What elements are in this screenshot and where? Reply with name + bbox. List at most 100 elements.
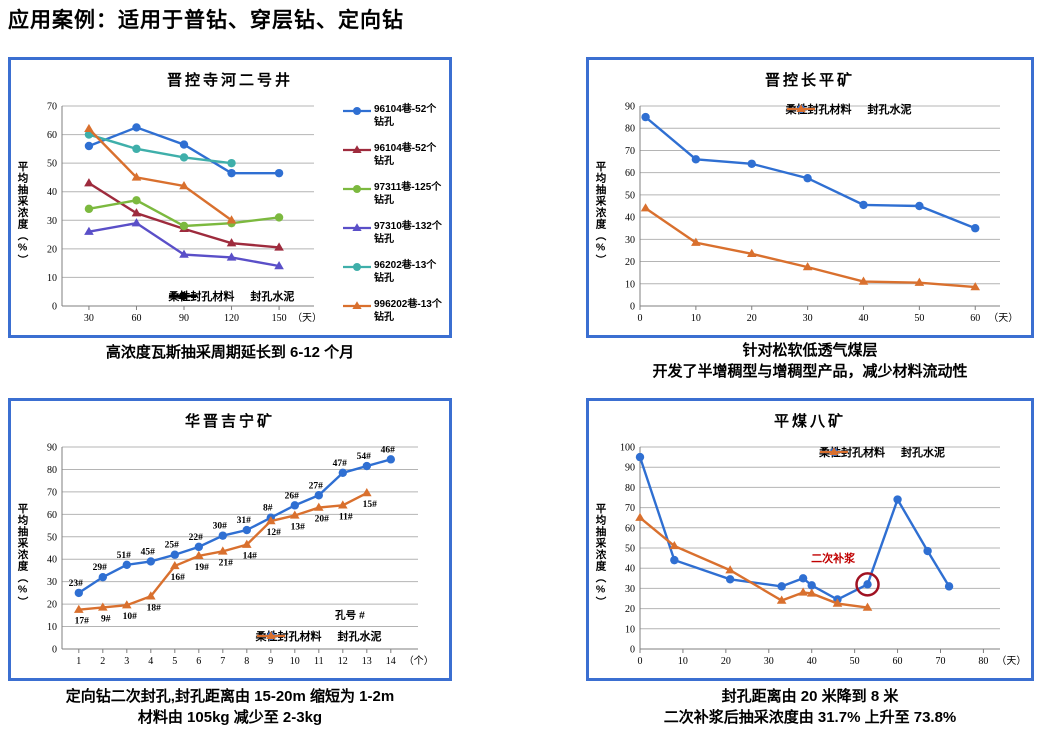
svg-text:40: 40 — [858, 313, 868, 324]
data-point-triangle — [84, 123, 94, 133]
data-point-circle — [641, 112, 650, 122]
data-point-triangle — [84, 226, 94, 235]
series-1: 17# 9# 10# 18# 16# 19# 21# 14# 12# 13# 20# 11# 15# — [74, 488, 377, 627]
data-point-circle — [84, 141, 94, 151]
triangle-marker-swatch-icon — [786, 103, 815, 112]
svg-text:22#: 22# — [189, 533, 204, 543]
svg-text:12: 12 — [338, 656, 348, 667]
svg-text:100: 100 — [620, 443, 635, 454]
legend-label: 封孔水泥 — [250, 290, 295, 303]
data-point-triangle — [776, 595, 787, 604]
svg-text:90: 90 — [625, 102, 635, 113]
svg-text:30: 30 — [625, 584, 635, 595]
data-point-triangle — [806, 588, 817, 597]
panel-pingmei-no8-mine: 平煤八矿 平均抽采浓度（%） 0 10 20 30 40 50 60 70 80 90 100 0 10… — [586, 398, 1034, 681]
caption-pingmei: 封孔距离由 20 米降到 8 米 二次补浆后抽采浓度由 31.7% 上升至 73… — [586, 686, 1034, 728]
data-point-circle — [314, 491, 323, 500]
data-point-triangle — [179, 181, 189, 190]
legend-item: 封孔水泥 — [256, 628, 382, 644]
svg-text:80: 80 — [625, 483, 635, 494]
series-1 — [640, 203, 981, 291]
svg-text:10#: 10# — [123, 612, 138, 622]
svg-text:30: 30 — [625, 235, 635, 246]
legend-item: 封孔水泥 — [786, 101, 912, 117]
data-point-circle — [74, 588, 83, 598]
legend-item: 96104巷-52个钻孔 — [342, 142, 445, 168]
svg-text:20: 20 — [47, 244, 57, 255]
svg-text:1: 1 — [76, 656, 81, 667]
chart-svg: 0 10 20 30 40 50 60 70 80 90 100 0 10 20 30 40 50 60 70 80 （… — [620, 443, 1026, 668]
data-point-triangle — [290, 510, 300, 519]
data-point-triangle — [226, 215, 237, 224]
data-point-circle — [274, 213, 284, 222]
data-point-triangle — [691, 237, 701, 246]
data-point-circle — [893, 495, 902, 504]
data-point-circle — [691, 155, 701, 164]
caption-line: 封孔距离由 20 米降到 8 米 — [721, 688, 899, 705]
svg-text:60: 60 — [970, 313, 980, 324]
data-point-circle — [798, 574, 808, 583]
svg-text:20: 20 — [721, 656, 731, 667]
data-point-triangle — [338, 500, 348, 509]
svg-text:60: 60 — [625, 168, 635, 179]
chart-legend: 96104巷-52个钻孔 96104巷-52个钻孔 97311巷-125个钻孔 973… — [342, 96, 446, 330]
line-chart-jining: 0 10 20 30 40 50 60 70 80 90 1 2 3 4 5 6 7 8 9 10 11 12 13 14 （个… — [32, 437, 446, 673]
caption-line: 针对松软低透气煤层 — [742, 342, 878, 359]
page-title: 应用案例：适用于普钻、穿层钻、定向钻 — [8, 9, 404, 32]
chart-area-jining: 平均抽采浓度（%） 0 10 20 30 40 50 60 70 80 90 1 2 3 4 5 6 7 8 9 10… — [14, 437, 446, 673]
legend-item: 97311巷-125个钻孔 — [342, 181, 445, 207]
svg-text:60: 60 — [131, 313, 141, 324]
svg-text:10: 10 — [290, 656, 300, 667]
data-point-circle — [944, 582, 954, 591]
svg-text:90: 90 — [179, 313, 189, 324]
svg-text:0: 0 — [638, 313, 643, 324]
material-type-legend: 柔性封孔材料 封孔水泥 — [168, 288, 294, 304]
data-point-triangle — [122, 600, 132, 609]
data-point-circle — [132, 144, 141, 154]
svg-text:30: 30 — [47, 216, 57, 227]
svg-text:80: 80 — [978, 656, 988, 667]
svg-text:70: 70 — [47, 487, 57, 498]
legend-item: 996202巷-13个钻孔 — [342, 298, 445, 324]
series-1 — [635, 512, 873, 611]
svg-text:30: 30 — [764, 656, 774, 667]
y-axis-label: 平均抽采浓度（%） — [594, 502, 607, 608]
chart-svg: 0 10 20 30 40 50 60 70 30 60 90 120 150 （天） — [47, 102, 322, 325]
data-point-triangle — [265, 631, 276, 640]
data-point-circle — [227, 158, 236, 168]
svg-text:19#: 19# — [195, 563, 210, 573]
triangle-marker-swatch-icon — [820, 447, 848, 456]
line-chart-sihe: 0 10 20 30 40 50 60 70 30 60 90 120 150 （天） 柔性封孔材料 封孔水泥 — [32, 96, 342, 330]
svg-text:40: 40 — [625, 213, 635, 224]
svg-text:0: 0 — [630, 645, 635, 656]
series-0 — [641, 112, 980, 233]
legend-label: 封孔水泥 — [901, 447, 945, 460]
svg-text:9: 9 — [268, 656, 273, 667]
data-point-circle — [863, 580, 872, 589]
svg-text:40: 40 — [47, 187, 57, 198]
svg-text:14#: 14# — [243, 552, 257, 562]
svg-text:45#: 45# — [141, 547, 156, 557]
svg-text:54#: 54# — [357, 452, 372, 462]
svg-text:40: 40 — [625, 564, 635, 575]
chart-legend: 柔性封孔材料 封孔水泥 — [256, 628, 382, 644]
triangle-marker-swatch-icon — [256, 631, 285, 640]
data-point-circle — [777, 582, 786, 591]
svg-text:30: 30 — [803, 313, 813, 324]
svg-text:10: 10 — [47, 273, 57, 284]
caption-line: 高浓度瓦斯抽采周期延长到 6-12 个月 — [105, 344, 355, 361]
svg-text:9#: 9# — [101, 614, 111, 624]
svg-text:11#: 11# — [339, 512, 353, 522]
svg-text:50: 50 — [47, 532, 57, 543]
data-point-circle — [807, 581, 816, 590]
series-0: 23# 29# 51# 45# 25# 22# 30# 31# 8# 26# 27# 47# 54# 46… — [69, 445, 395, 598]
triangle-marker-swatch-icon — [169, 291, 198, 299]
data-point-circle — [747, 159, 756, 168]
svg-text:23#: 23# — [69, 579, 84, 589]
svg-text:47#: 47# — [333, 459, 348, 469]
panel-sihe-no2-well: 晋控寺河二号井 平均抽采浓度（%） 0 10 20 30 40 50 60 70 30 60 90 1… — [8, 57, 452, 338]
svg-text:10: 10 — [47, 622, 57, 633]
caption-line: 开发了半增稠型与增稠型产品，减少材料流动性 — [652, 363, 968, 380]
data-point-circle — [635, 452, 645, 462]
data-point-triangle — [314, 502, 324, 511]
